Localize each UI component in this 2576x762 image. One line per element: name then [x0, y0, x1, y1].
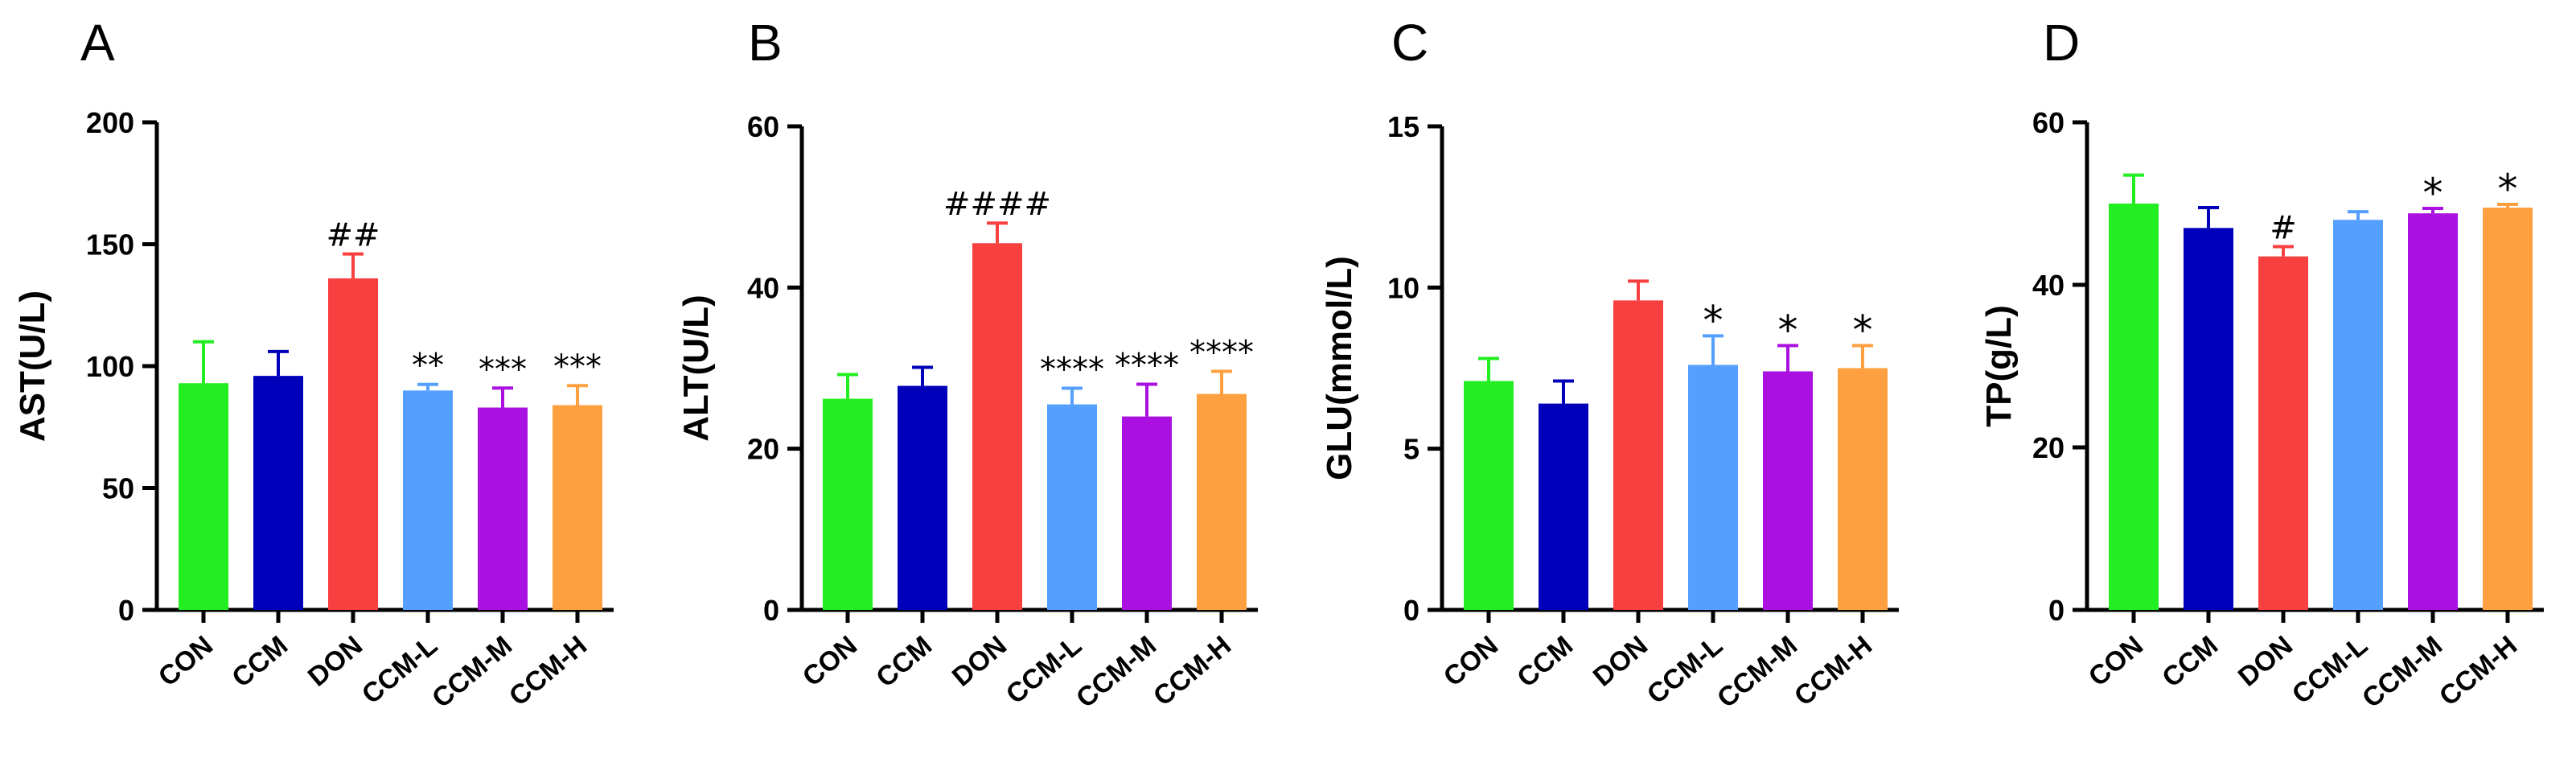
y-tick-label: 15 — [1387, 110, 1419, 143]
x-category-label: CCM-M — [2356, 630, 2448, 714]
bar-con — [823, 398, 873, 610]
significance-label: ## — [326, 217, 380, 254]
significance-label: *** — [553, 348, 602, 385]
y-axis-label: AST(U/L) — [13, 290, 52, 442]
panel-letter: A — [80, 14, 115, 72]
y-tick-label: 0 — [763, 594, 779, 627]
x-category-label: CON — [2083, 630, 2149, 693]
y-tick-label: 20 — [747, 433, 779, 466]
x-category-label: CCM-L — [2286, 630, 2373, 711]
x-category-label: CON — [797, 630, 863, 693]
panel-B: B ALT(U/L) 0 20 40 60 CON CCM DON #### CCM-L **** CC… — [676, 14, 1258, 714]
bar-ccm-h — [1838, 368, 1888, 610]
x-category-label: CCM — [1511, 630, 1579, 694]
bar-con — [2109, 204, 2159, 610]
x-category-label: DON — [947, 630, 1013, 693]
y-tick-label: 100 — [86, 350, 134, 383]
significance-label: * — [1853, 307, 1873, 353]
bar-don — [972, 243, 1022, 610]
significance-label: ** — [412, 348, 444, 385]
x-category-label: CCM — [2156, 630, 2224, 694]
y-tick-label: 0 — [2048, 594, 2064, 627]
bar-ccm — [898, 385, 947, 610]
x-category-label: DON — [2233, 630, 2299, 693]
y-tick-label: 150 — [86, 229, 134, 262]
significance-label: **** — [1115, 348, 1179, 385]
bar-ccm-l — [2333, 220, 2383, 610]
y-tick-label: 60 — [2032, 106, 2064, 139]
bar-don — [1613, 300, 1663, 610]
y-tick-label: 200 — [86, 106, 134, 139]
bar-ccm — [1539, 403, 1588, 610]
panel-letter: B — [748, 14, 783, 72]
bar-ccm — [2184, 228, 2233, 610]
x-category-label: DON — [302, 630, 368, 693]
x-category-label: CON — [153, 630, 219, 693]
x-category-label: CCM-L — [1641, 630, 1728, 711]
y-tick-label: 60 — [747, 110, 779, 143]
significance-label: * — [1703, 297, 1723, 344]
bar-ccm-h — [1197, 393, 1247, 610]
x-category-label: CCM-M — [1070, 630, 1162, 714]
y-axis-label: TP(g/L) — [1979, 305, 2019, 427]
x-category-label: CCM-M — [426, 630, 518, 714]
y-tick-label: 50 — [102, 472, 134, 505]
y-tick-label: 40 — [747, 271, 779, 304]
x-category-label: CCM-H — [503, 630, 593, 712]
bar-ccm-m — [1122, 416, 1172, 610]
bar-con — [1464, 381, 1514, 610]
x-category-label: DON — [1588, 630, 1654, 693]
x-category-label: CCM — [870, 630, 938, 694]
panel-letter: D — [2043, 14, 2080, 72]
significance-label: **** — [1189, 335, 1254, 372]
bar-don — [2258, 256, 2308, 610]
x-category-label: CON — [1438, 630, 1504, 693]
bar-ccm-l — [1047, 404, 1097, 610]
significance-label: * — [2498, 166, 2518, 212]
y-tick-label: 20 — [2032, 431, 2064, 464]
significance-label: * — [2423, 170, 2443, 216]
y-tick-label: 40 — [2032, 269, 2064, 302]
y-tick-label: 0 — [118, 594, 134, 627]
bar-ccm-m — [478, 407, 528, 610]
significance-label: **** — [1040, 352, 1104, 389]
bar-ccm-h — [553, 405, 602, 610]
x-category-label: CCM — [226, 630, 294, 694]
x-category-label: CCM-M — [1711, 630, 1803, 714]
x-category-label: CCM-H — [1789, 630, 1878, 712]
y-axis-label: ALT(U/L) — [676, 295, 716, 441]
x-category-label: CCM-L — [356, 630, 443, 711]
panel-A: A AST(U/L) 0 50 100 150 200 CON CCM DON ## CCM-L ** C… — [13, 14, 614, 714]
bar-don — [328, 278, 378, 610]
bar-ccm-l — [1688, 365, 1738, 610]
bar-ccm-l — [403, 390, 453, 610]
bar-ccm-m — [2408, 213, 2458, 610]
x-category-label: CCM-H — [1148, 630, 1237, 712]
x-category-label: CCM-L — [1000, 630, 1087, 711]
bar-con — [179, 383, 228, 610]
bar-ccm-m — [1763, 371, 1813, 610]
significance-label: #### — [943, 186, 1051, 223]
x-category-label: CCM-H — [2434, 630, 2523, 712]
significance-label: *** — [479, 351, 527, 388]
significance-label: * — [1778, 307, 1798, 353]
bar-ccm-h — [2483, 208, 2533, 610]
y-tick-label: 0 — [1403, 594, 1419, 627]
y-axis-label: GLU(mmol/L) — [1320, 256, 1359, 480]
panel-letter: C — [1391, 14, 1428, 72]
bar-ccm — [253, 376, 303, 610]
y-tick-label: 5 — [1403, 433, 1419, 466]
significance-label: # — [2270, 210, 2297, 247]
y-tick-label: 10 — [1387, 271, 1419, 304]
